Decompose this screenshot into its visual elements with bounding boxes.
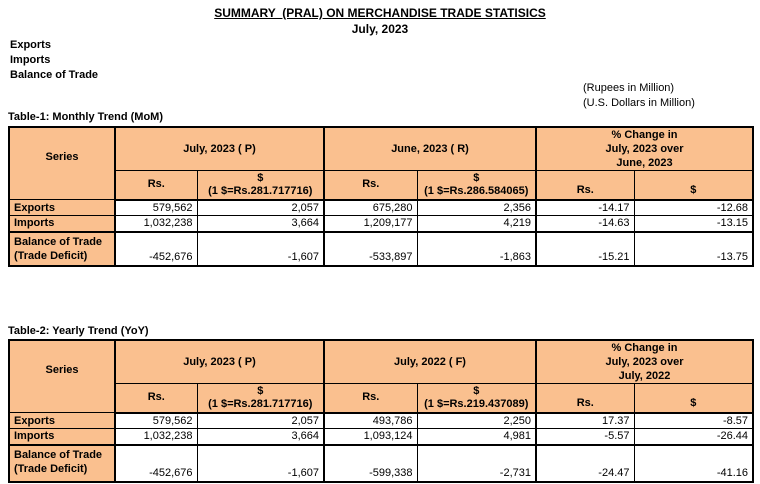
subheader-row: Rs. $ (1 $=Rs.281.717716) Rs. $ (1 $=Rs.… (9, 170, 754, 201)
cell-value: -14.63 (535, 215, 635, 232)
cell-value: -599,338 (323, 443, 418, 482)
table-row-exports: Exports 579,562 2,057 493,786 2,250 17.3… (8, 412, 754, 429)
cell-value: -5.57 (535, 428, 635, 445)
cell-value: 3,664 (196, 428, 325, 445)
cell-value: -13.15 (633, 215, 754, 232)
monthly-trend-table: Series July, 2023 ( P) June, 2023 ( R) %… (8, 126, 755, 267)
cell-value: 1,209,177 (323, 215, 418, 232)
cell-value: -13.75 (633, 230, 754, 266)
cell-value: 493,786 (323, 412, 418, 429)
cell-value: -26.44 (633, 428, 754, 445)
legend-imports: Imports (10, 54, 51, 66)
cell-value: 1,093,124 (323, 428, 418, 445)
cell-value: 3,664 (196, 215, 325, 232)
table-row-balance-of-trade: Balance of Trade (Trade Deficit) -452,67… (8, 443, 754, 482)
cell-value: 4,981 (416, 428, 537, 445)
cell-value: 579,562 (114, 199, 198, 216)
page-subtitle: July, 2023 (351, 22, 409, 36)
cell-value: 2,057 (196, 199, 325, 216)
group-header-july-2023: July, 2023 ( P) (114, 126, 325, 171)
subheader-rs: Rs. (323, 383, 418, 414)
subheader-rs: Rs. (114, 383, 198, 414)
cell-value: -1,607 (196, 443, 325, 482)
cell-value: 2,250 (416, 412, 537, 429)
subheader-dollar-rate: $ (1 $=Rs.281.717716) (196, 383, 325, 414)
series-legend: Exports Imports Balance of Trade (10, 38, 98, 83)
row-label: Imports (8, 215, 116, 232)
group-header-row: Series July, 2023 ( P) July, 2022 ( F) %… (8, 339, 754, 413)
cell-value: 4,219 (416, 215, 538, 232)
row-label: Imports (8, 428, 116, 445)
units-note: (Rupees in Million) (U.S. Dollars in Mil… (583, 81, 695, 111)
cell-value: 2,057 (196, 412, 325, 429)
page-title: SUMMARY (PRAL) ON MERCHANDISE TRADE STAT… (214, 6, 546, 20)
subheader-rs: Rs. (323, 170, 418, 201)
group-header-pct-change: % Change in July, 2023 over June, 2023 (535, 126, 754, 171)
subheader-row: Rs. $ (1 $=Rs.281.717716) Rs. $ (1 $=Rs.… (9, 383, 754, 414)
row-label: Balance of Trade (Trade Deficit) (8, 230, 116, 266)
group-header-row: Series July, 2023 ( P) June, 2023 ( R) %… (8, 126, 754, 200)
table2-caption: Table-2: Yearly Trend (YoY) (8, 325, 149, 337)
legend-balance-of-trade: Balance of Trade (10, 69, 99, 81)
cell-value: -12.68 (633, 199, 754, 216)
subheader-rs: Rs. (114, 170, 198, 201)
rupees-unit-note: (Rupees in Million) (583, 82, 675, 94)
legend-exports: Exports (10, 39, 51, 51)
row-label: Balance of Trade (Trade Deficit) (8, 443, 116, 482)
cell-value: -41.16 (633, 443, 754, 482)
cell-value: 2,356 (416, 199, 538, 216)
table-row-imports: Imports 1,032,238 3,664 1,209,177 4,219 … (8, 215, 754, 232)
subheader-rs: Rs. (535, 383, 635, 414)
dollars-unit-note: (U.S. Dollars in Million) (583, 97, 695, 109)
yearly-trend-table: Series July, 2023 ( P) July, 2022 ( F) %… (8, 339, 755, 483)
cell-value: -452,676 (114, 230, 198, 266)
row-label: Exports (8, 199, 116, 216)
cell-value: 17.37 (535, 412, 635, 429)
cell-value: 1,032,238 (114, 215, 198, 232)
series-column-header: Series (8, 339, 116, 413)
group-header-july-2023: July, 2023 ( P) (114, 339, 325, 384)
cell-value: 675,280 (323, 199, 418, 216)
subheader-rs: Rs. (535, 170, 635, 201)
subheader-dollar-rate: $ (1 $=Rs.281.717716) (196, 170, 325, 201)
subheader-dollar: $ (633, 383, 754, 414)
cell-value: -452,676 (114, 443, 198, 482)
group-header-june-2023: June, 2023 ( R) (323, 126, 538, 171)
cell-value: -1,863 (416, 230, 538, 266)
cell-value: 579,562 (114, 412, 198, 429)
series-column-header: Series (8, 126, 116, 200)
cell-value: 1,032,238 (114, 428, 198, 445)
group-header-july-2022: July, 2022 ( F) (323, 339, 537, 384)
cell-value: -1,607 (196, 230, 325, 266)
subheader-dollar-rate: $ (1 $=Rs.286.584065) (416, 170, 538, 201)
subheader-dollar-rate: $ (1 $=Rs.219.437089) (416, 383, 537, 414)
cell-value: -2,731 (416, 443, 537, 482)
table-row-balance-of-trade: Balance of Trade (Trade Deficit) -452,67… (8, 230, 754, 266)
cell-value: -24.47 (535, 443, 635, 482)
row-label: Exports (8, 412, 116, 429)
group-header-pct-change: % Change in July, 2023 over July, 2022 (535, 339, 754, 384)
cell-value: -15.21 (535, 230, 635, 266)
cell-value: -533,897 (323, 230, 418, 266)
cell-value: -8.57 (633, 412, 754, 429)
subheader-dollar: $ (633, 170, 754, 201)
table1-caption: Table-1: Monthly Trend (MoM) (8, 111, 164, 123)
table-row-exports: Exports 579,562 2,057 675,280 2,356 -14.… (8, 199, 754, 216)
table-row-imports: Imports 1,032,238 3,664 1,093,124 4,981 … (8, 428, 754, 445)
cell-value: -14.17 (535, 199, 635, 216)
